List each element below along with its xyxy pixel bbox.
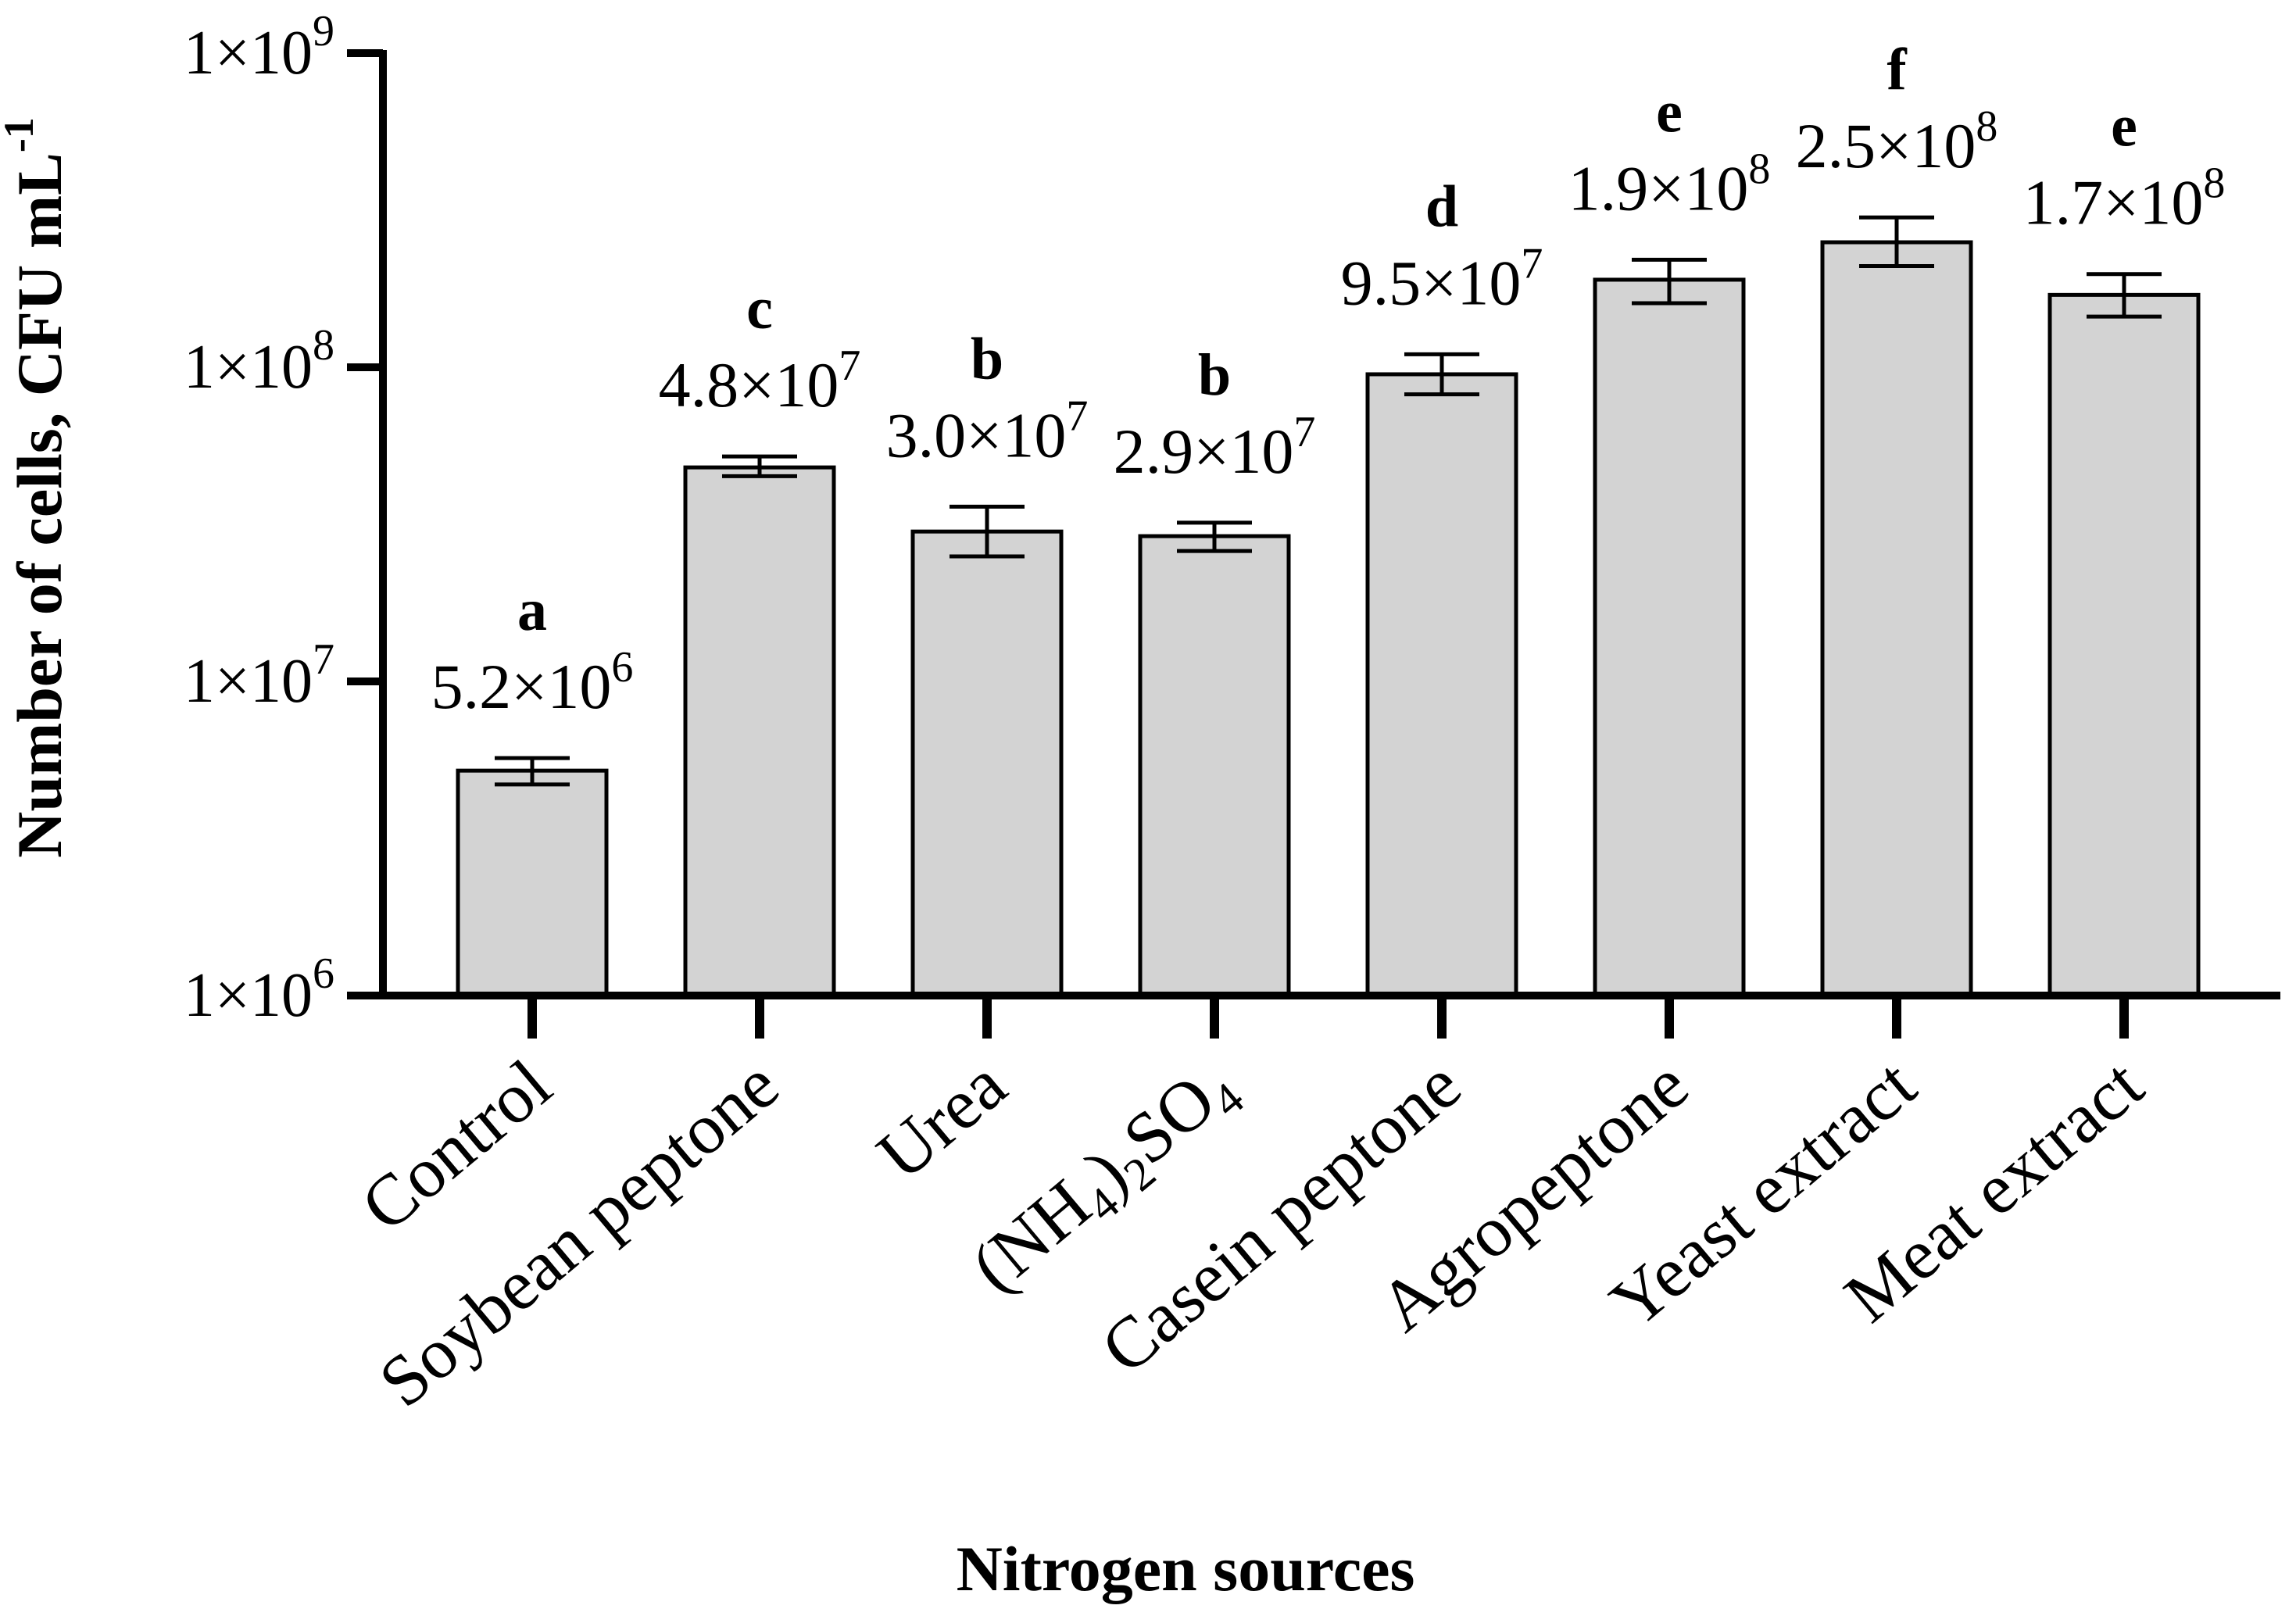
bar — [910, 529, 1064, 998]
bar — [2047, 292, 2201, 998]
axes-layer — [347, 49, 2280, 1039]
bar — [1593, 277, 1746, 998]
y-tick-label: 1×106 — [184, 949, 334, 1030]
bar — [683, 465, 836, 998]
value-label: 1.7×108 — [2023, 159, 2226, 238]
significance-letter: c — [746, 276, 773, 341]
bars-layer — [456, 240, 2201, 998]
category-label: Control — [346, 1044, 566, 1246]
x-axis-title: Nitrogen sources — [957, 1533, 1415, 1604]
error-bars-layer — [495, 215, 2162, 787]
bar — [1138, 534, 1291, 998]
value-label: 3.0×107 — [886, 391, 1089, 470]
significance-letter: e — [1656, 79, 1683, 145]
bar — [1820, 240, 1973, 998]
y-tick-label: 1×109 — [184, 7, 334, 88]
category-label: Soybean peptone — [364, 1044, 793, 1422]
value-label: 5.2×106 — [431, 643, 634, 722]
bar — [456, 768, 609, 998]
value-label: 2.5×108 — [1796, 102, 1998, 181]
significance-letter: b — [971, 326, 1003, 391]
value-label: 1.9×108 — [1568, 145, 1771, 223]
significance-letter: b — [1198, 342, 1231, 408]
y-tick-label: 1×107 — [184, 635, 334, 716]
y-tick-label: 1×108 — [184, 321, 334, 402]
value-label: 2.9×107 — [1114, 408, 1316, 487]
y-axis-title: Number of cells, CFU mL-1 — [0, 117, 75, 858]
significance-letter: d — [1425, 173, 1458, 239]
category-label: Urea — [862, 1044, 1020, 1195]
bar — [1365, 372, 1518, 998]
significance-letter: f — [1887, 37, 1908, 102]
value-label: 9.5×107 — [1341, 239, 1543, 318]
significance-letter: a — [517, 577, 547, 643]
value-label: 4.8×107 — [659, 341, 861, 420]
significance-letter: e — [2111, 94, 2137, 159]
